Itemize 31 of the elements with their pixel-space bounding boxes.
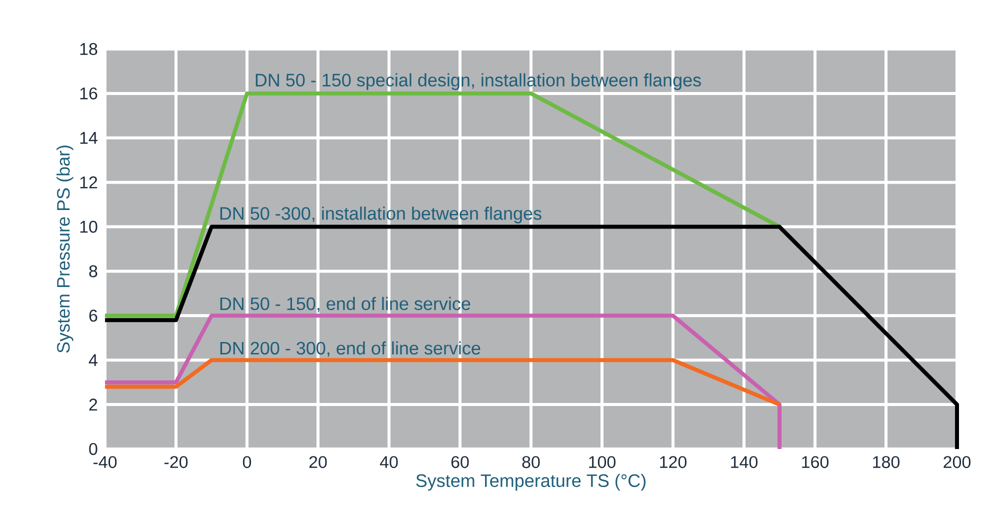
series-label: DN 50 - 150, end of line service <box>220 296 470 312</box>
x-tick-label: -40 <box>93 456 117 468</box>
x-tick-label: 160 <box>802 456 829 468</box>
y-tick-label: 2 <box>89 398 98 410</box>
series-label: DN 50 -300, installation between flanges <box>220 206 542 224</box>
x-tick-label: 120 <box>660 456 687 468</box>
x-tick-label: 200 <box>944 456 971 468</box>
x-tick-label: 100 <box>589 456 616 468</box>
y-tick-label: 0 <box>89 442 98 456</box>
y-tick-label: 10 <box>80 220 98 233</box>
y-tick-label: 18 <box>80 43 98 56</box>
x-tick-label: 60 <box>451 456 469 468</box>
x-tick-label: 180 <box>873 456 900 468</box>
x-tick-label: 80 <box>522 456 540 468</box>
line-series <box>103 314 782 451</box>
y-tick-label: 14 <box>80 132 98 144</box>
series-label: DN 200 - 300, end of line service <box>220 341 480 357</box>
line-series <box>103 224 960 451</box>
y-tick-label: 16 <box>80 87 98 100</box>
x-tick-label: 0 <box>242 456 252 468</box>
x-tick-label: -20 <box>164 456 188 468</box>
x-tick-label: 40 <box>380 456 398 468</box>
y-tick-label: 8 <box>89 265 98 278</box>
y-axis-title: System Pressure PS (bar) <box>56 146 74 353</box>
x-axis-title: System Temperature TS (°C) <box>416 474 646 491</box>
x-tick-label: 20 <box>309 456 327 468</box>
series-label: DN 50 - 150 special design, installation between flanges <box>256 73 701 90</box>
y-tick-label: 6 <box>89 310 98 322</box>
x-tick-label: 140 <box>731 456 758 468</box>
y-tick-label: 4 <box>88 354 98 366</box>
y-tick-label: 12 <box>80 176 98 188</box>
